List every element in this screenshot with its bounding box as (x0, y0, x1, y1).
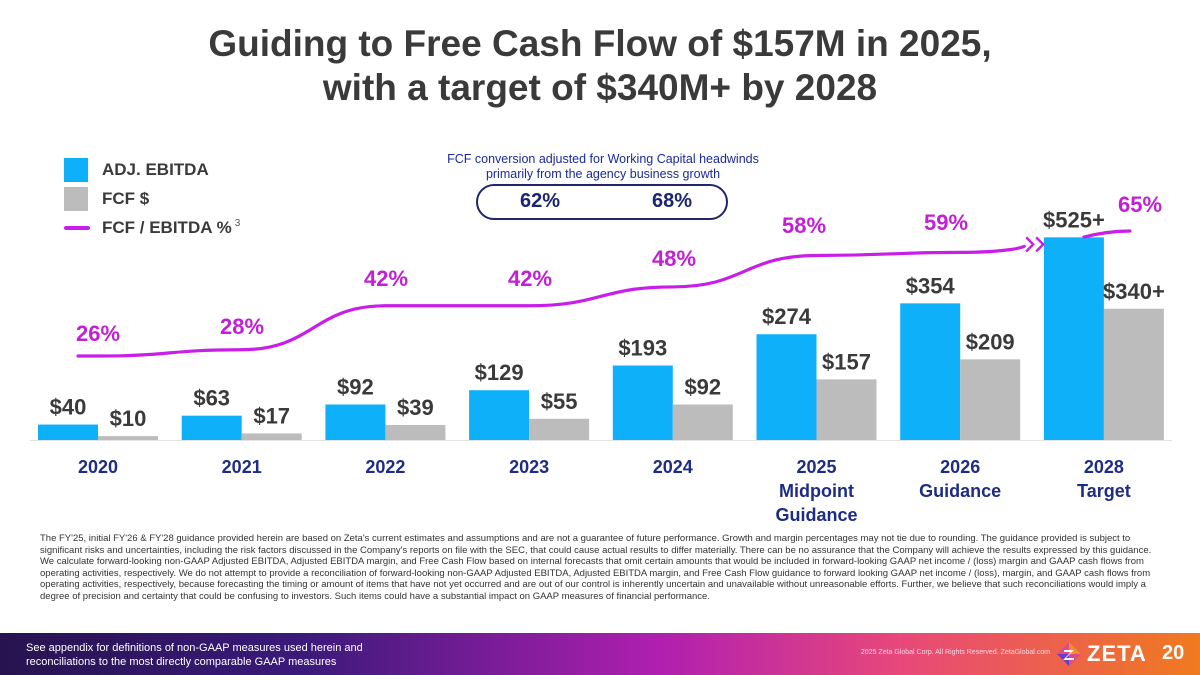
category-label: 2023 (509, 457, 549, 477)
zeta-logo-text: ZETA (1087, 641, 1147, 666)
fcf-bar (98, 436, 158, 440)
legend-line-ratio (64, 226, 90, 230)
fcf-conversion-box: 62% 68% (476, 184, 728, 220)
fcf-bar (960, 359, 1021, 440)
fcf-value-label: $39 (397, 395, 434, 420)
zeta-logo-icon (1057, 642, 1081, 666)
footer-note-line-1: See appendix for definitions of non-GAAP… (26, 642, 363, 654)
fcf-note-line-1: FCF conversion adjusted for Working Capi… (447, 152, 759, 166)
ebitda-bar (756, 334, 817, 440)
category-label: Target (1077, 481, 1131, 501)
ratio-value-label: 65% (1118, 192, 1162, 217)
axis-break-chevron (1025, 236, 1035, 253)
ebitda-bar (900, 303, 961, 440)
fcf-note-line-2: primarily from the agency business growt… (485, 167, 721, 181)
category-label: 2020 (78, 457, 118, 477)
fcf-conversion-value-2023: 68% (651, 190, 693, 212)
ebitda-bar (38, 424, 98, 440)
fcf-ebitda-chart: $40 $10 2020 $63 $17 2021 $92 $39 2022 $129 $55 202… (30, 192, 1172, 525)
ebitda-value-label: $354 (906, 273, 956, 298)
ratio-value-label: 42% (508, 266, 552, 291)
fcf-value-label: $157 (822, 349, 871, 374)
fcf-value-label: $17 (253, 403, 290, 428)
ebitda-value-label: $40 (50, 395, 87, 420)
legend-label-ebitda: ADJ. EBITDA (102, 160, 209, 179)
axis-break-chevron (1035, 236, 1045, 253)
legend-item-fcf: FCF $ (64, 185, 240, 213)
ratio-line (76, 244, 1026, 358)
category-label: 2028 (1084, 457, 1124, 477)
ebitda-value-label: $525+ (1043, 207, 1105, 232)
fcf-conversion-note: FCF conversion adjusted for Working Capi… (418, 152, 788, 182)
legend-ratio-superscript: 3 (234, 218, 241, 230)
category-label: 2022 (365, 457, 405, 477)
ebitda-value-label: $92 (337, 374, 374, 399)
category-label: 2026 (940, 457, 980, 477)
footnote: The FY'25, initial FY'26 & FY'28 guidanc… (40, 533, 1170, 603)
footer-band: See appendix for definitions of non-GAAP… (0, 633, 1200, 675)
ratio-value-label: 28% (220, 314, 264, 339)
footer-note-line-2: reconciliations to the most directly com… (26, 656, 337, 668)
category-label: 2024 (653, 457, 693, 477)
ebitda-bar (469, 390, 530, 440)
slide-title: Guiding to Free Cash Flow of $157M in 20… (0, 22, 1200, 110)
ratio-value-label: 58% (782, 213, 826, 238)
ebitda-bar (181, 415, 242, 440)
category-label: Guidance (919, 481, 1001, 501)
fcf-conversion-value-2022: 62% (519, 190, 561, 212)
ebitda-value-label: $63 (193, 386, 230, 411)
chart-legend: ADJ. EBITDA FCF $ FCF / EBITDA % 3 (64, 156, 240, 243)
fcf-bar (1103, 308, 1164, 440)
footnote-paragraph-2: We calculate forward-looking non-GAAP Ad… (40, 556, 1151, 602)
fcf-bar (816, 379, 877, 440)
fcf-value-label: $340+ (1103, 279, 1165, 304)
title-line-1: Guiding to Free Cash Flow of $157M in 20… (208, 23, 992, 64)
legend-label-ratio: FCF / EBITDA % 3 (102, 218, 240, 238)
fcf-value-label: $209 (966, 329, 1015, 354)
fcf-value-label: $10 (110, 406, 147, 431)
fcf-bar (529, 418, 590, 440)
zeta-logo: ZETA (1056, 641, 1147, 667)
footnote-paragraph-1: The FY'25, initial FY'26 & FY'28 guidanc… (40, 533, 1152, 556)
footer-copyright: 2025 Zeta Global Corp. All Rights Reserv… (860, 649, 1050, 656)
ratio-value-label: 59% (924, 210, 968, 235)
footer-note: See appendix for definitions of non-GAAP… (26, 641, 446, 669)
category-label: Guidance (775, 505, 857, 525)
legend-item-ratio: FCF / EBITDA % 3 (64, 214, 240, 242)
legend-ratio-text: FCF / EBITDA % (102, 218, 232, 237)
fcf-bar (385, 424, 446, 440)
ebitda-value-label: $129 (475, 360, 524, 385)
legend-swatch-fcf (64, 187, 88, 211)
ebitda-value-label: $193 (618, 336, 667, 361)
category-label: 2025 (796, 457, 836, 477)
page-number: 20 (1162, 642, 1185, 664)
category-label: Midpoint (779, 481, 854, 501)
category-label: 2021 (222, 457, 262, 477)
ratio-line (1082, 229, 1132, 239)
fcf-bar (241, 433, 302, 440)
legend-item-ebitda: ADJ. EBITDA (64, 156, 240, 184)
fcf-bar (672, 404, 733, 440)
ratio-value-label: 48% (652, 246, 696, 271)
ebitda-bar (325, 404, 386, 440)
fcf-value-label: $55 (541, 389, 578, 414)
legend-swatch-ebitda (64, 158, 88, 182)
ebitda-bar (612, 365, 673, 440)
ratio-value-label: 42% (364, 266, 408, 291)
legend-label-fcf: FCF $ (102, 189, 150, 208)
title-line-2: with a target of $340M+ by 2028 (322, 67, 878, 108)
ebitda-bar (1043, 237, 1104, 440)
ratio-value-label: 26% (76, 321, 120, 346)
ebitda-value-label: $274 (762, 304, 812, 329)
fcf-value-label: $92 (684, 374, 721, 399)
